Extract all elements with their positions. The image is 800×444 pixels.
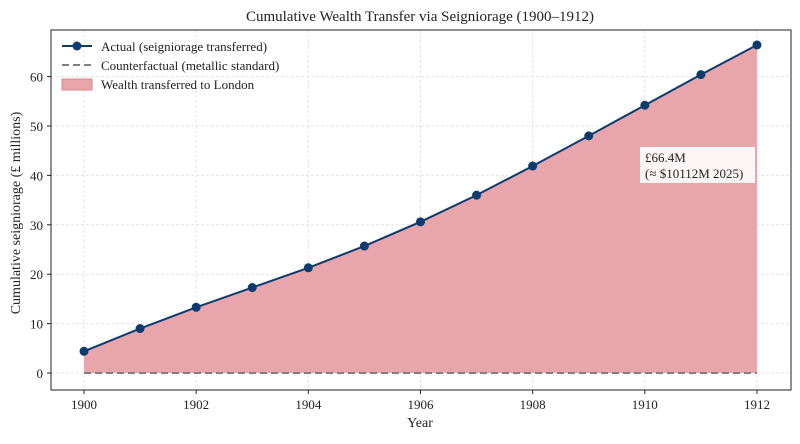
actual-point — [528, 161, 538, 171]
y-tick-label: 60 — [30, 70, 43, 85]
y-tick-label: 50 — [30, 119, 43, 134]
actual-point — [584, 131, 594, 141]
plot-frame — [50, 29, 792, 391]
annotation: £66.4M (≈ $10112M 2025) — [640, 147, 755, 183]
actual-point — [135, 324, 145, 334]
actual-point — [191, 302, 201, 312]
y-tick-label: 40 — [30, 168, 43, 183]
x-tick-label: 1900 — [71, 397, 97, 412]
actual-point — [79, 346, 89, 356]
x-axis-label: Year — [407, 416, 433, 431]
wealth-transfer-area — [84, 44, 757, 373]
x-tick-label: 1912 — [744, 397, 770, 412]
y-tick-label: 10 — [30, 317, 43, 332]
legend-marker-area — [61, 78, 93, 91]
actual-point — [640, 100, 650, 110]
actual-point — [472, 190, 482, 200]
x-tick-label: 1910 — [632, 397, 658, 412]
x-tick-label: 1906 — [407, 397, 434, 412]
legend-label: Actual (seigniorage transferred) — [101, 39, 267, 54]
y-tick-label: 20 — [30, 267, 43, 282]
actual-point — [752, 40, 762, 50]
y-tick-label: 0 — [37, 366, 44, 381]
annotation-line2: (≈ $10112M 2025) — [645, 166, 743, 181]
legend-label: Wealth transferred to London — [101, 77, 255, 92]
y-tick-label: 30 — [30, 218, 43, 233]
actual-point — [415, 217, 425, 227]
x-tick-label: 1904 — [295, 397, 322, 412]
actual-point — [247, 283, 257, 293]
legend-label: Counterfactual (metallic standard) — [101, 58, 279, 73]
x-tick-label: 1902 — [183, 397, 209, 412]
annotation-box — [640, 147, 755, 183]
actual-point — [359, 241, 369, 251]
x-tick-label: 1908 — [520, 397, 546, 412]
annotation-line1: £66.4M — [645, 150, 686, 165]
actual-point — [303, 263, 313, 273]
legend-marker-actual-dot — [72, 41, 82, 51]
chart-title: Cumulative Wealth Transfer via Seigniora… — [246, 9, 594, 25]
legend: Actual (seigniorage transferred) Counterf… — [61, 39, 279, 92]
y-axis-label: Cumulative seigniorage (£ millions) — [9, 111, 24, 314]
actual-point — [696, 70, 706, 80]
